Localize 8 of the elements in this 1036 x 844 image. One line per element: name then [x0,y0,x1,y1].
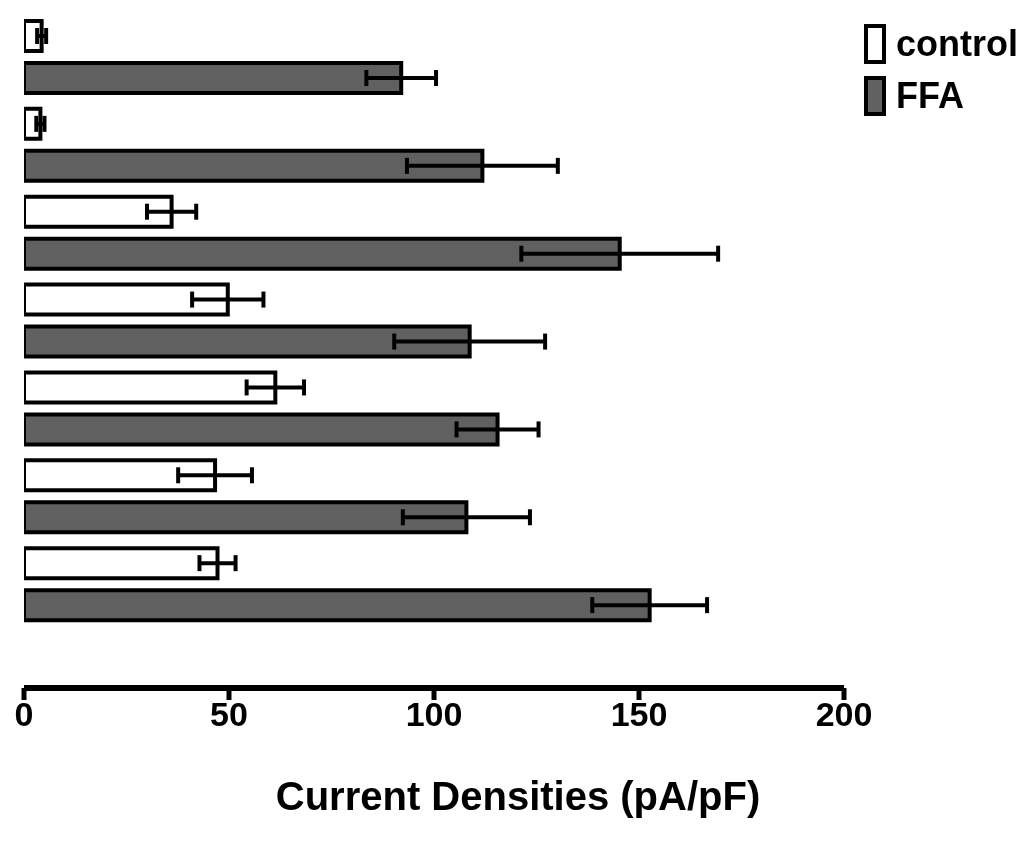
legend-label: control [896,22,1018,66]
x-tick-label: 150 [610,695,668,734]
x-axis-title: Current Densities (pA/pF) [274,774,762,819]
x-tick-label: 50 [210,695,248,734]
x-tick-label: 0 [14,695,34,734]
legend-label: FFA [896,74,964,118]
x-tick-label: 200 [815,695,873,734]
x-tick-label: 100 [405,695,463,734]
